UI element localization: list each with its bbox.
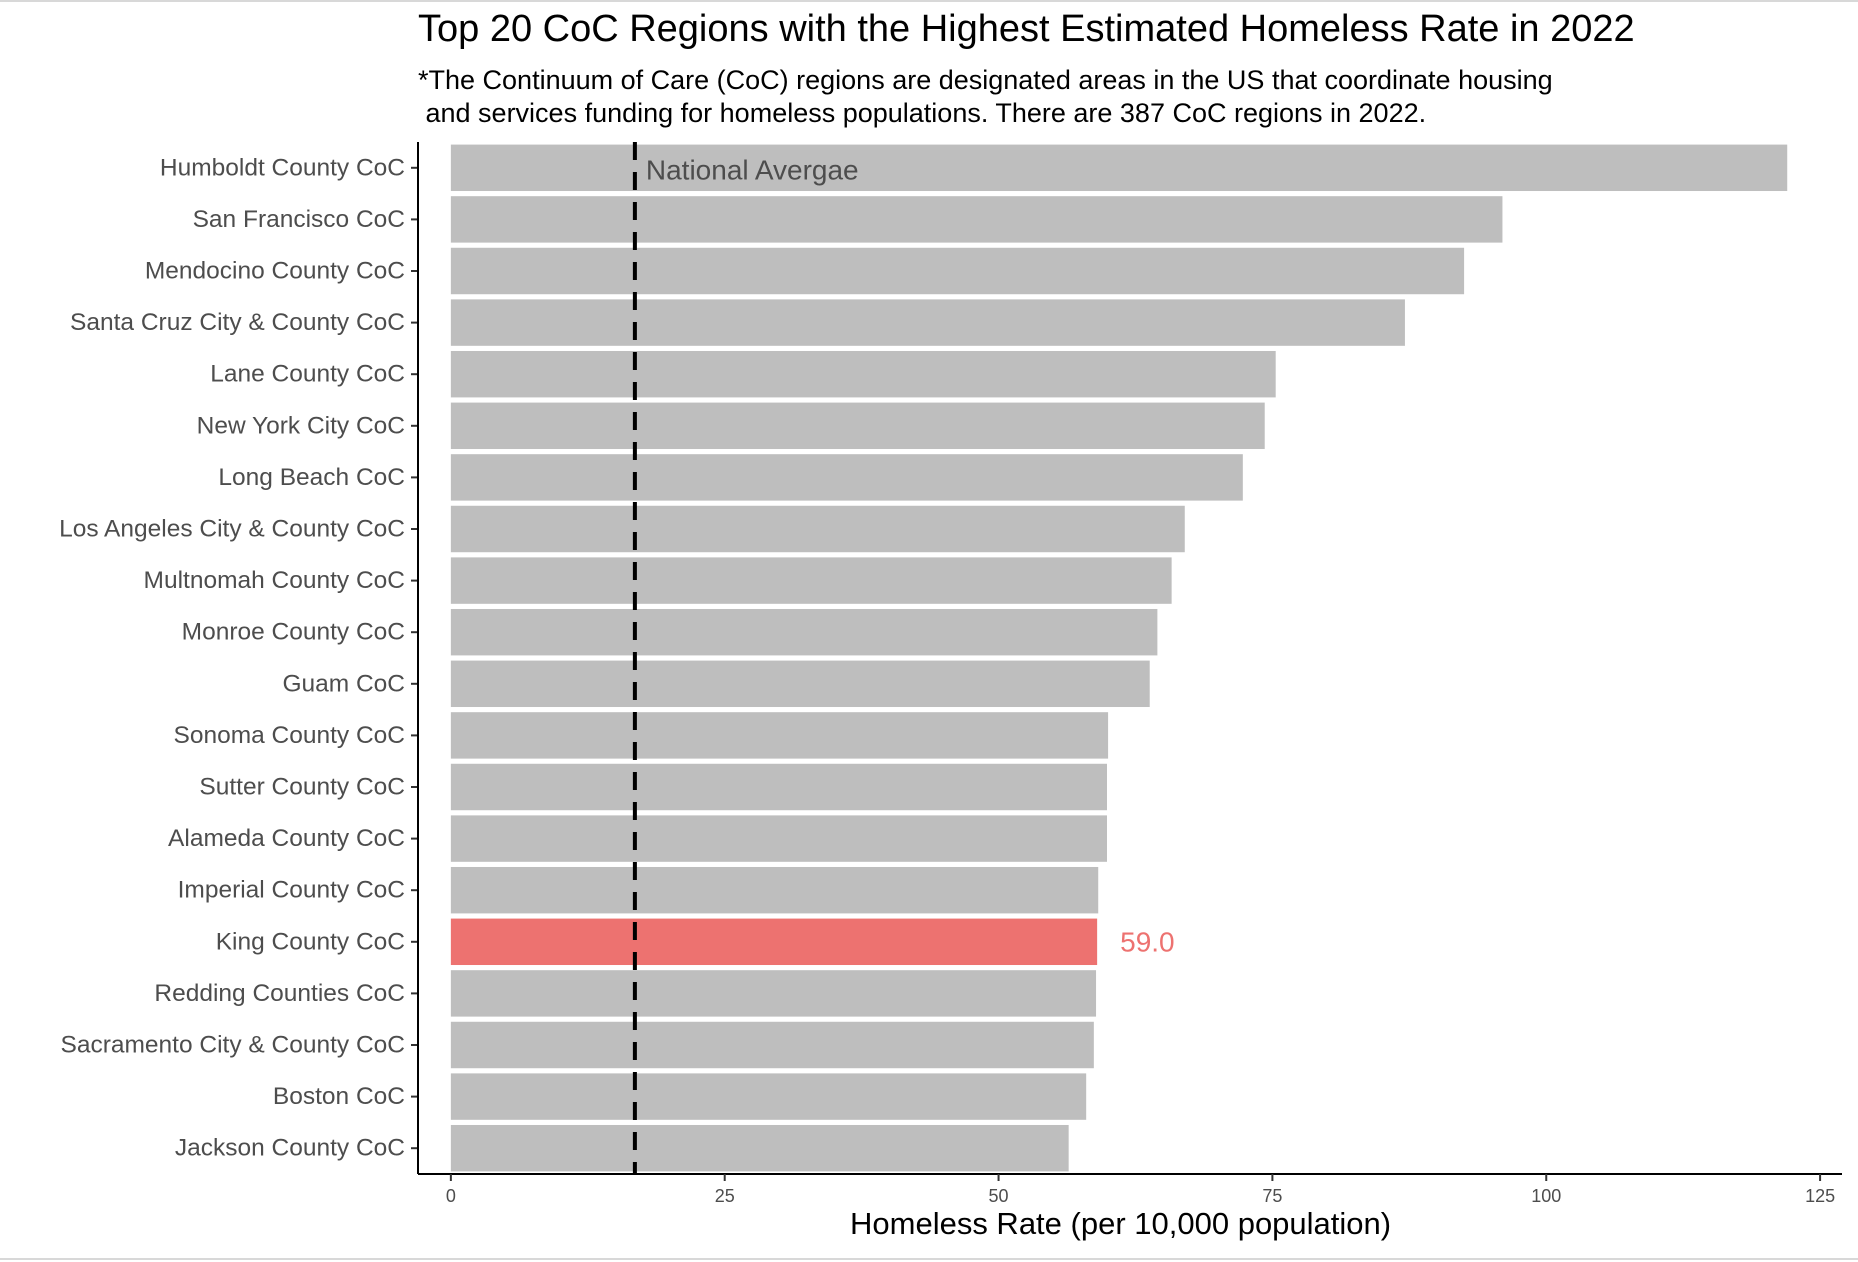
y-tick-label-12: Sutter County CoC: [199, 774, 405, 801]
y-tick-label-13: Alameda County CoC: [168, 825, 405, 852]
bar-19: [450, 1124, 1069, 1172]
y-tick-label-18: Boston CoC: [273, 1083, 405, 1110]
bar-15: [450, 918, 1098, 966]
y-tick-label-11: Sonoma County CoC: [173, 722, 405, 749]
bar-17: [450, 1021, 1094, 1069]
x-tick-label-2: 50: [989, 1186, 1009, 1206]
bar-5: [450, 402, 1265, 450]
y-tick-label-7: Los Angeles City & County CoC: [59, 516, 405, 543]
y-tick-label-15: King County CoC: [216, 928, 405, 955]
chart-subtitle: *The Continuum of Care (CoC) regions are…: [418, 64, 1553, 130]
y-tick-label-4: Lane County CoC: [210, 361, 405, 388]
subtitle-line-2: and services funding for homeless popula…: [418, 98, 1427, 128]
top-border: [0, 0, 1858, 2]
y-tick-label-8: Multnomah County CoC: [144, 567, 405, 594]
x-tick-label-5: 125: [1805, 1186, 1835, 1206]
y-tick-label-16: Redding Counties CoC: [154, 980, 405, 1007]
bar-10: [450, 660, 1150, 708]
bar-8: [450, 557, 1172, 604]
y-tick-label-2: Mendocino County CoC: [145, 258, 405, 285]
bar-1: [450, 196, 1503, 243]
subtitle-line-1: *The Continuum of Care (CoC) regions are…: [418, 65, 1553, 95]
highlight-value-label: 59.0: [1120, 926, 1175, 957]
bar-18: [450, 1073, 1087, 1120]
y-tick-label-1: San Francisco CoC: [193, 206, 405, 233]
y-tick-label-3: Santa Cruz City & County CoC: [70, 309, 405, 336]
bar-9: [450, 608, 1158, 656]
bar-7: [450, 505, 1185, 553]
y-tick-label-0: Humboldt County CoC: [160, 154, 405, 181]
x-axis-title: Homeless Rate (per 10,000 population): [850, 1206, 1392, 1241]
bar-12: [450, 763, 1107, 811]
y-tick-label-10: Guam CoC: [282, 670, 405, 697]
x-tick-label-1: 25: [715, 1186, 735, 1206]
bottom-border: [0, 1258, 1858, 1260]
bar-4: [450, 350, 1276, 398]
bar-13: [450, 815, 1107, 862]
bar-6: [450, 454, 1243, 501]
y-tick-label-6: Long Beach CoC: [218, 464, 405, 491]
y-tick-label-17: Sacramento City & County CoC: [61, 1032, 406, 1059]
x-tick-label-4: 100: [1531, 1186, 1561, 1206]
y-tick-label-5: New York City CoC: [197, 412, 405, 439]
x-tick-label-0: 0: [446, 1186, 456, 1206]
y-tick-label-14: Imperial County CoC: [178, 877, 405, 904]
bar-0: [450, 144, 1788, 192]
y-tick-label-9: Monroe County CoC: [182, 619, 405, 646]
chart-title: Top 20 CoC Regions with the Highest Esti…: [418, 8, 1635, 50]
bar-2: [450, 247, 1465, 295]
y-tick-label-19: Jackson County CoC: [175, 1135, 405, 1162]
bar-16: [450, 970, 1097, 1017]
bar-14: [450, 866, 1099, 914]
bar-3: [450, 299, 1405, 346]
bar-11: [450, 712, 1109, 759]
x-tick-label-3: 75: [1262, 1186, 1282, 1206]
national-average-label: National Avergae: [646, 154, 859, 185]
